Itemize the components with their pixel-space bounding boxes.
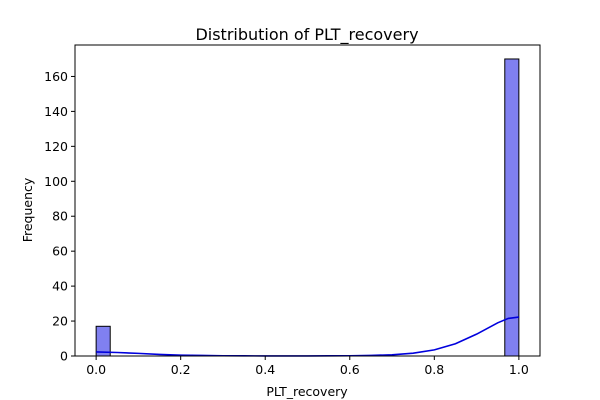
y-tick-label: 140 — [44, 104, 68, 119]
y-tick-label: 80 — [52, 209, 68, 224]
x-tick-label: 0.4 — [255, 362, 275, 377]
x-axis-ticks: 0.0 0.2 0.4 0.6 0.8 1.0 — [86, 356, 529, 377]
y-tick-label: 100 — [44, 174, 68, 189]
histogram-bar-1 — [504, 58, 520, 357]
x-tick-label: 1.0 — [509, 362, 529, 377]
x-axis-label: PLT_recovery — [266, 384, 348, 399]
kde-line — [96, 316, 519, 357]
x-tick-label: 0.2 — [171, 362, 191, 377]
plot-frame — [74, 44, 541, 357]
y-axis-label: Frequency — [20, 177, 35, 242]
y-axis-ticks: 0 20 40 60 80 100 120 140 160 — [44, 69, 75, 364]
y-tick-label: 40 — [52, 279, 68, 294]
x-tick-label: 0.6 — [340, 362, 360, 377]
y-tick-label: 160 — [44, 69, 68, 84]
x-tick-label: 0.0 — [86, 362, 106, 377]
bars-group — [95, 58, 520, 357]
x-tick-label: 0.8 — [424, 362, 444, 377]
y-tick-label: 20 — [52, 314, 68, 329]
y-tick-label: 60 — [52, 244, 68, 259]
chart-title: Distribution of PLT_recovery — [195, 25, 418, 45]
y-tick-label: 0 — [60, 349, 68, 364]
y-tick-label: 120 — [44, 139, 68, 154]
